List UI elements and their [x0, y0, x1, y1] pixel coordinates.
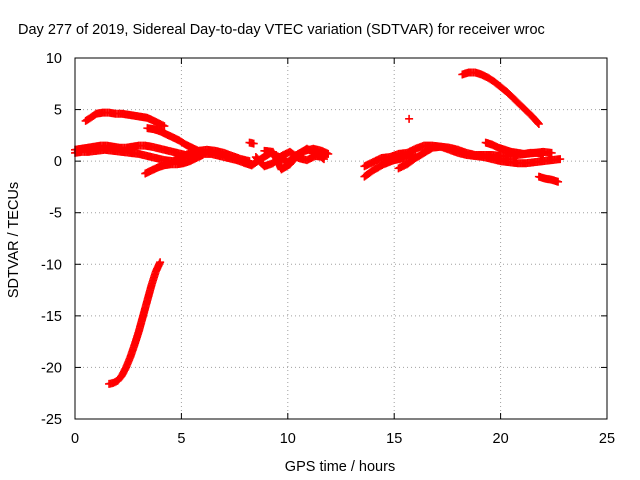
x-tick-label: 20: [493, 431, 509, 447]
data-point: [160, 122, 169, 131]
data-point: [324, 149, 333, 158]
series-s3: [81, 108, 169, 131]
x-tick-label: 15: [386, 431, 402, 447]
series-s9: [260, 144, 328, 174]
x-tick-label: 0: [71, 431, 79, 447]
y-tick-label: 10: [46, 51, 62, 67]
y-tick-label: 5: [54, 103, 62, 119]
y-tick-label: -10: [41, 257, 62, 273]
data-point: [405, 114, 414, 123]
y-axis-label: SDTVAR / TECUs: [6, 182, 22, 298]
series-s17: [534, 172, 563, 186]
series-s11: [405, 114, 414, 123]
y-tick-label: -5: [49, 206, 62, 222]
series-s14: [394, 142, 556, 173]
series-s6: [105, 258, 165, 388]
chart-title: Day 277 of 2019, Sidereal Day-to-day VTE…: [18, 22, 545, 38]
data-point: [249, 139, 258, 148]
y-tick-label: -20: [41, 360, 62, 376]
data-point: [156, 258, 165, 267]
x-axis-label: GPS time / hours: [285, 459, 395, 475]
series-s13: [360, 150, 420, 181]
y-tick-label: -15: [41, 309, 62, 325]
data-points: [71, 68, 565, 388]
series-s5: [141, 150, 207, 178]
data-point: [539, 149, 548, 158]
data-point: [554, 177, 563, 186]
x-tick-label: 10: [280, 431, 296, 447]
data-point: [556, 155, 565, 164]
series-s16: [481, 138, 548, 158]
data-point: [318, 154, 327, 163]
data-point: [319, 155, 328, 164]
x-tick-label: 5: [177, 431, 185, 447]
data-point: [198, 150, 207, 159]
ticks: 0 5 10 15 20 25 -25 -20 -15 -10 -5 0 5 10: [41, 51, 615, 447]
data-point: [547, 148, 556, 157]
series-s15: [458, 68, 543, 129]
data-point: [533, 118, 542, 127]
series-s10: [245, 138, 258, 148]
series-s4: [143, 124, 203, 155]
y-tick-label: -25: [41, 412, 62, 428]
x-tick-label: 25: [599, 431, 615, 447]
data-point: [534, 120, 543, 129]
y-tick-label: 0: [54, 154, 62, 170]
plot-frame: [74, 57, 608, 420]
